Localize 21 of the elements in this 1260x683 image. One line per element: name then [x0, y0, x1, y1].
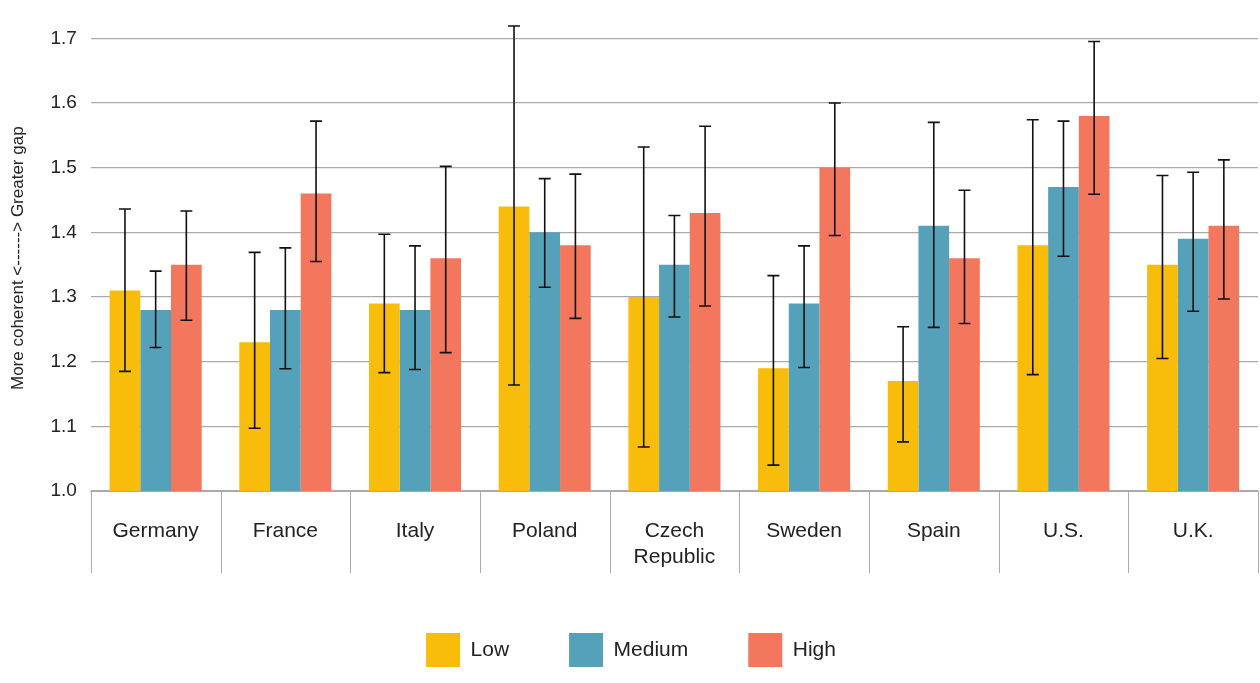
x-tick-label: Italy [395, 518, 435, 542]
y-tick-label: 1.1 [50, 414, 77, 436]
y-tick-label: 1.7 [50, 26, 77, 48]
y-axis-title: More coherent <------> Greater gap [7, 126, 27, 390]
x-tick-label: Spain [906, 518, 961, 542]
y-tick-label: 1.6 [50, 91, 77, 113]
legend-label: Low [470, 636, 510, 660]
x-tick-label: U.S. [1043, 518, 1084, 542]
y-tick-label: 1.3 [50, 285, 77, 307]
legend-label: Medium [613, 636, 689, 660]
y-tick-label: 1.2 [50, 349, 77, 371]
y-tick-label: 1.5 [50, 155, 77, 177]
x-tick-label: U.K. [1172, 518, 1214, 542]
x-tick-label: Poland [512, 518, 578, 542]
legend-label: High [792, 636, 836, 660]
y-tick-label: 1.0 [50, 479, 77, 501]
x-tick-label: Sweden [766, 518, 843, 542]
x-tick-label: Germany [112, 518, 200, 542]
x-tick-label: Czech Republic [633, 518, 716, 567]
y-tick-label: 1.4 [50, 220, 78, 242]
x-tick-label: France [252, 518, 319, 542]
